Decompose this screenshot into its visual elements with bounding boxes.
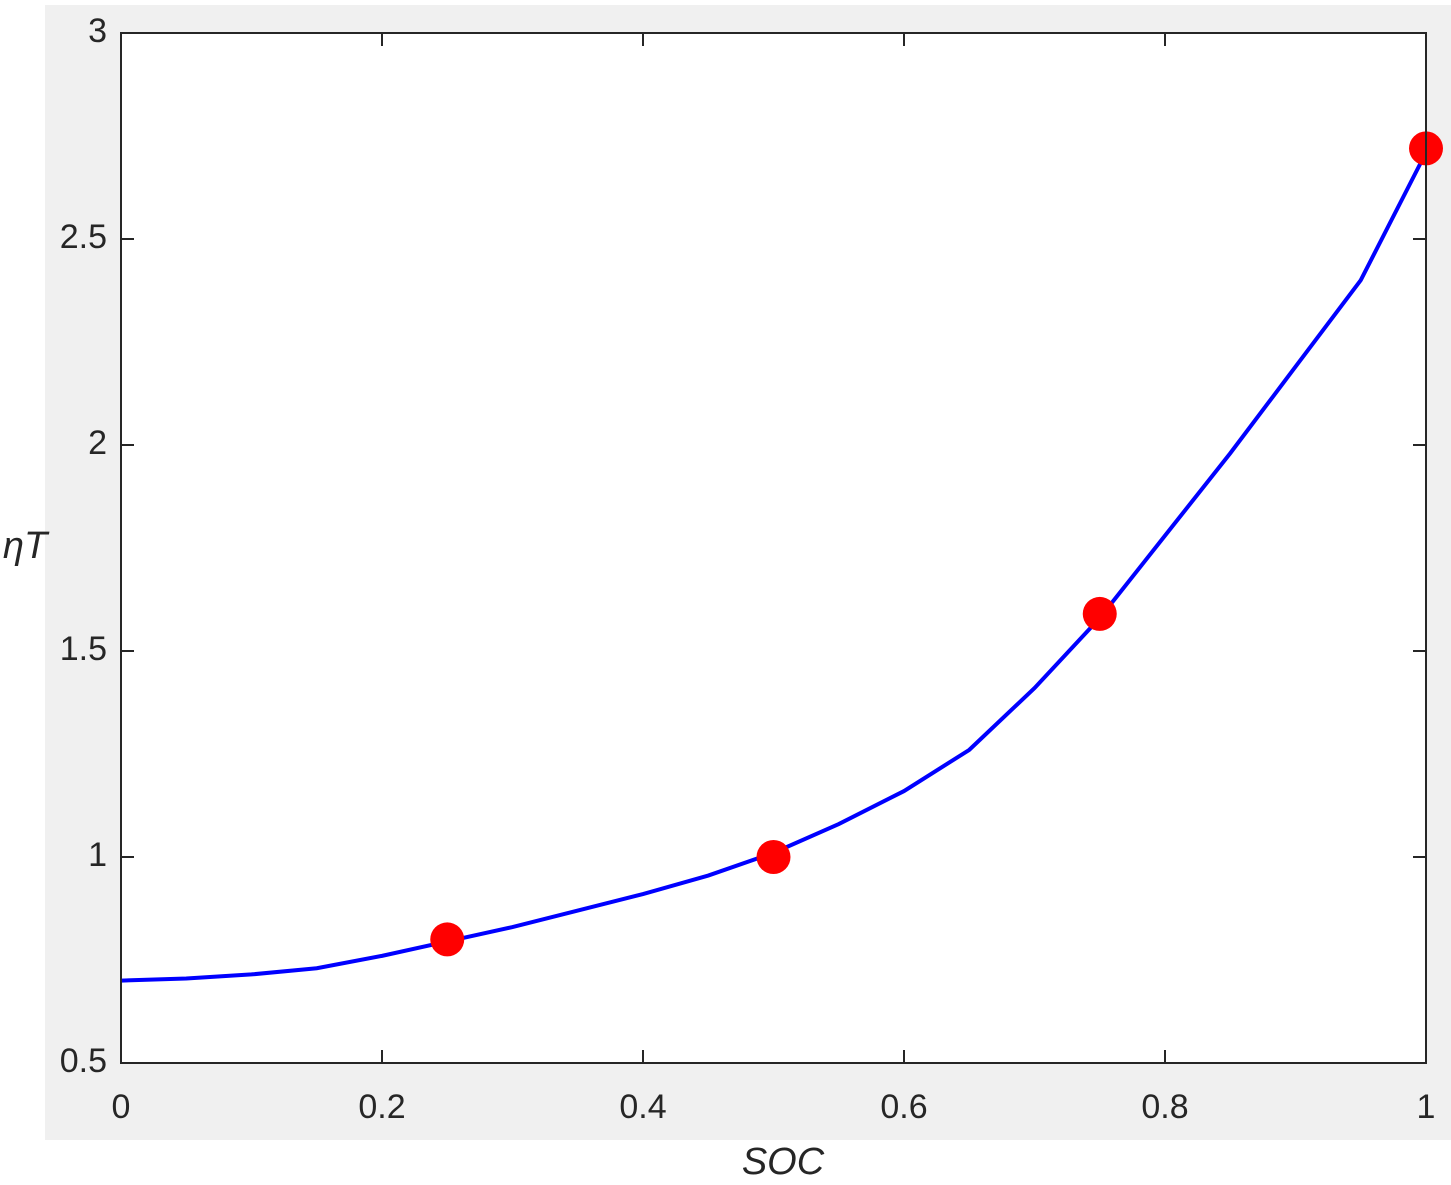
y-tick-label: 1 <box>88 836 107 874</box>
y-tick-label: 0.5 <box>60 1042 107 1080</box>
y-tick-label: 1.5 <box>60 630 107 668</box>
y-tick-label: 2 <box>88 424 107 462</box>
x-tick-label: 0 <box>112 1088 131 1126</box>
data-point <box>756 840 791 874</box>
data-point <box>430 922 465 957</box>
x-axis-label: SOC <box>742 1141 825 1183</box>
y-axis-label: ηT <box>3 525 50 567</box>
x-tick-label: 0.6 <box>880 1088 927 1126</box>
x-tick-label: 1 <box>1417 1088 1436 1126</box>
y-tick-label: 2.5 <box>60 218 107 256</box>
x-tick-label: 0.8 <box>1141 1088 1188 1126</box>
plot-area <box>121 33 1426 1063</box>
data-point <box>1082 596 1117 631</box>
y-tick-label: 3 <box>88 12 107 50</box>
x-tick-label: 0.2 <box>358 1088 405 1126</box>
x-tick-label: 0.4 <box>619 1088 666 1126</box>
plot-marks <box>120 131 1443 983</box>
axes-box <box>120 32 1427 1064</box>
